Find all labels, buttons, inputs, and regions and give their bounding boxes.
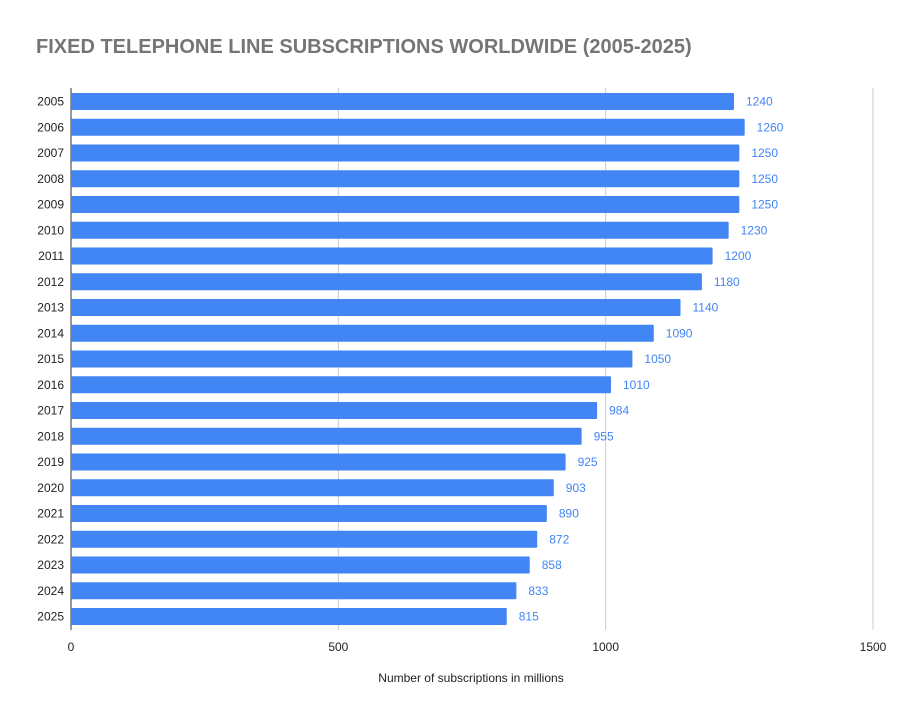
bar: [71, 273, 702, 291]
data-label: 925: [578, 455, 598, 469]
category-label: 2017: [37, 404, 64, 418]
bar: [71, 93, 734, 110]
bar: [71, 530, 538, 548]
category-label: 2012: [37, 275, 64, 289]
bar: [71, 196, 740, 213]
data-label: 872: [549, 532, 569, 546]
category-label: 2010: [37, 223, 64, 237]
data-label: 955: [594, 429, 614, 443]
data-label: 1010: [623, 378, 650, 392]
category-label: 2009: [37, 198, 64, 212]
category-label: 2005: [37, 95, 64, 109]
category-label: 2006: [37, 120, 64, 134]
data-label: 1050: [644, 352, 671, 366]
data-label: 984: [609, 404, 629, 418]
bar: [71, 144, 740, 162]
category-label: 2024: [37, 584, 64, 598]
bar: [71, 556, 530, 574]
category-label: 2008: [37, 172, 64, 186]
bar: [71, 582, 517, 600]
category-label: 2013: [37, 301, 64, 315]
data-label: 1240: [746, 95, 773, 109]
data-label: 858: [542, 558, 562, 572]
x-tick-label: 1000: [592, 640, 619, 654]
bar: [71, 299, 681, 316]
data-label: 890: [559, 507, 579, 521]
bar: [71, 453, 566, 471]
category-label: 2018: [37, 429, 64, 443]
data-labels: 1240 1260 1250 1250 1250 1230 1200 1180 11401090…: [519, 95, 784, 624]
data-label: 1250: [751, 198, 778, 212]
category-label: 2022: [37, 532, 64, 546]
bar: [71, 324, 654, 342]
bar: [71, 427, 582, 445]
category-label: 2025: [37, 610, 64, 624]
data-label: 1260: [757, 120, 784, 134]
data-label: 1230: [741, 223, 768, 237]
data-label: 833: [528, 584, 548, 598]
category-label: 2016: [37, 378, 64, 392]
category-label: 2023: [37, 558, 64, 572]
data-label: 815: [519, 610, 539, 624]
category-label: 2011: [38, 249, 64, 263]
data-label: 1250: [751, 172, 778, 186]
bar: [71, 221, 729, 239]
data-label: 1200: [725, 249, 752, 263]
data-label: 1250: [751, 146, 778, 160]
x-tick-label: 0: [68, 640, 75, 654]
bar: [71, 376, 612, 394]
bar: [71, 402, 598, 419]
bar: [71, 170, 740, 188]
category-labels: 2005 2006 2007 2008 2009 2010 2011 2012 2013 2014…: [37, 95, 64, 624]
data-label: 1180: [714, 275, 740, 289]
bar: [71, 608, 507, 625]
bar: [71, 350, 633, 368]
category-label: 2020: [37, 481, 64, 495]
x-tick-label: 500: [328, 640, 348, 654]
bar: [71, 479, 554, 497]
bar: [71, 118, 745, 136]
x-tick-labels: 0 500 1000 1500: [68, 640, 887, 654]
x-axis-title: Number of subscriptions in millions: [378, 671, 563, 685]
x-tick-label: 1500: [860, 640, 887, 654]
category-label: 2007: [37, 146, 64, 160]
data-label: 1090: [666, 326, 693, 340]
data-label: 1140: [693, 301, 719, 315]
bars: [71, 93, 745, 625]
category-label: 2014: [37, 326, 64, 340]
category-label: 2021: [37, 507, 64, 521]
category-label: 2015: [37, 352, 64, 366]
chart-title: FIXED TELEPHONE LINE SUBSCRIPTIONS WORLD…: [36, 36, 692, 58]
bar: [71, 505, 547, 522]
category-label: 2019: [37, 455, 64, 469]
data-label: 903: [566, 481, 586, 495]
bar: [71, 247, 713, 265]
